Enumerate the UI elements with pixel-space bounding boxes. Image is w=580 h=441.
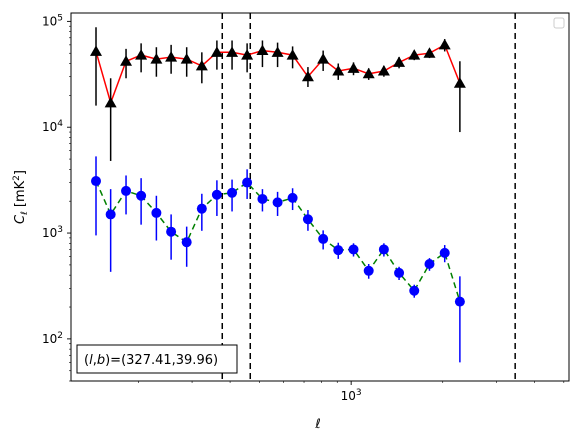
y-tick-label: 104 xyxy=(42,119,63,134)
x-axis-label: ℓ xyxy=(314,417,320,432)
data-point-triangle xyxy=(210,46,223,57)
data-point-triangle xyxy=(104,96,117,108)
data-point-triangle xyxy=(347,62,360,73)
data-point-triangle xyxy=(165,51,178,62)
y-tick-label: 105 xyxy=(42,13,63,28)
data-point-circle xyxy=(318,233,329,244)
data-point-triangle xyxy=(226,46,239,57)
y-tick-label: 103 xyxy=(42,225,63,240)
plot-area xyxy=(71,13,569,381)
annotation-text: (l,b)=(327.41,39.96) xyxy=(84,353,218,368)
data-point-triangle xyxy=(90,45,103,56)
data-point-triangle xyxy=(317,53,330,64)
data-point-circle xyxy=(409,285,420,296)
data-point-circle xyxy=(151,207,162,218)
data-point-triangle xyxy=(195,59,208,71)
data-point-circle xyxy=(333,245,344,256)
data-point-circle xyxy=(242,177,253,188)
data-point-triangle xyxy=(286,49,299,60)
data-point-circle xyxy=(348,244,359,255)
series-1 xyxy=(90,27,466,161)
data-point-circle xyxy=(105,209,116,220)
data-point-circle xyxy=(121,185,132,196)
data-point-triangle xyxy=(423,47,436,58)
data-point-triangle xyxy=(241,49,254,60)
axis-ticks: 103 102 103 104 105 xyxy=(42,13,565,403)
annotation-frame xyxy=(76,344,238,374)
data-point-circle xyxy=(424,258,435,269)
data-point-triangle xyxy=(120,55,133,66)
series-2 xyxy=(91,156,465,363)
data-point-circle xyxy=(302,214,313,225)
data-point-triangle xyxy=(393,56,406,67)
series-layer xyxy=(90,27,466,363)
data-point-triangle xyxy=(408,49,421,60)
data-point-triangle xyxy=(271,46,284,57)
annotation-box: (l,b)=(327.41,39.96) xyxy=(76,344,238,374)
data-point-triangle xyxy=(377,64,390,76)
data-point-triangle xyxy=(438,38,451,50)
data-point-triangle xyxy=(453,77,466,88)
data-point-circle xyxy=(287,192,298,203)
data-point-circle xyxy=(363,265,374,276)
data-point-circle xyxy=(227,187,238,198)
x-tick-label: 103 xyxy=(341,388,362,403)
vertical-lines xyxy=(221,13,516,381)
data-point-circle xyxy=(211,189,222,200)
data-point-circle xyxy=(136,190,147,201)
y-axis-label: Cℓ [mK2] xyxy=(12,170,30,224)
data-point-circle xyxy=(181,237,192,248)
data-point-circle xyxy=(257,193,268,204)
data-point-triangle xyxy=(301,70,314,82)
data-point-circle xyxy=(454,296,465,307)
plot-frame xyxy=(70,12,570,382)
data-point-circle xyxy=(196,203,207,214)
data-point-triangle xyxy=(150,53,163,64)
y-tick-label: 102 xyxy=(42,331,63,346)
data-point-circle xyxy=(91,176,102,187)
data-point-triangle xyxy=(362,67,375,79)
data-point-triangle xyxy=(135,49,148,60)
data-point-circle xyxy=(439,247,450,258)
data-point-triangle xyxy=(332,64,345,76)
data-point-circle xyxy=(166,226,177,237)
data-point-triangle xyxy=(256,44,269,56)
legend-box xyxy=(553,17,565,29)
data-point-circle xyxy=(378,244,389,255)
data-point-circle xyxy=(272,197,283,208)
data-point-circle xyxy=(394,267,405,278)
data-point-triangle xyxy=(180,53,193,64)
